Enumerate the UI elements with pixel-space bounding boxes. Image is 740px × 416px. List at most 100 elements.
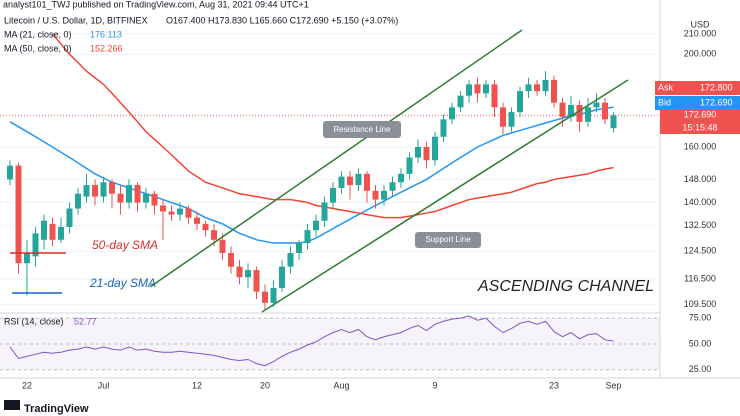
candle-body — [270, 287, 277, 303]
y-tick-label: 25.00 — [689, 364, 712, 374]
candle-body — [117, 193, 124, 203]
candle-body — [41, 220, 47, 240]
ohlc: O167.400 H173.830 L165.660 C172.690 +5.1… — [166, 15, 398, 25]
candle-body — [415, 147, 421, 158]
candle-body — [381, 190, 387, 200]
candle-body — [143, 193, 149, 203]
candle-body — [15, 165, 22, 264]
candle-body — [313, 220, 319, 231]
candle-body — [236, 266, 243, 278]
candle-body — [542, 79, 549, 92]
candle-body — [279, 266, 285, 288]
candle-body — [423, 147, 430, 161]
legend-name: RSI (14, close) — [4, 316, 64, 326]
candle-body — [100, 182, 107, 197]
candle-body — [610, 115, 617, 129]
candle-body — [457, 95, 464, 108]
price-badge — [660, 110, 740, 134]
annotation: Support Line — [425, 235, 471, 244]
y-tick-label: 75.00 — [689, 313, 712, 323]
legend-value: 52.77 — [74, 316, 97, 326]
candle-body — [500, 107, 506, 127]
ma-line — [9, 106, 614, 244]
candle-body — [49, 223, 56, 240]
bid-label: Bid — [658, 97, 671, 107]
annotation: Resistance Line — [334, 125, 391, 134]
candle-body — [287, 253, 294, 267]
candle-body — [406, 157, 413, 174]
candle-body — [219, 239, 226, 254]
candle-body — [24, 253, 30, 264]
support-box — [415, 232, 481, 248]
channel-upper — [149, 29, 523, 288]
y-tick-label: 148.000 — [684, 174, 717, 184]
candle-body — [602, 102, 608, 120]
candle-body — [551, 79, 557, 103]
candle-body — [534, 84, 540, 92]
ma-line — [51, 33, 614, 219]
candle-body — [253, 270, 260, 292]
resistance-box — [323, 121, 401, 138]
candle-body — [568, 105, 574, 117]
candle-body — [134, 185, 141, 203]
candle-body — [202, 223, 209, 231]
x-tick-label: Sep — [605, 380, 621, 390]
candle-body — [355, 173, 362, 186]
rsi-line — [9, 315, 614, 367]
candle-body — [296, 243, 302, 254]
candle-body — [398, 173, 404, 183]
footer: TradingView — [24, 403, 89, 415]
x-tick-label: Aug — [333, 380, 349, 390]
candle-body — [474, 84, 481, 94]
candle-body — [559, 102, 566, 117]
y-tick-label: 132.500 — [684, 220, 717, 230]
candle-body — [262, 291, 268, 303]
y-tick-label: 50.00 — [689, 338, 712, 348]
candle-body — [168, 211, 175, 215]
x-tick-label: Jul — [98, 380, 110, 390]
candle-body — [491, 84, 498, 108]
channel-lower — [261, 79, 629, 313]
candle-body — [160, 205, 166, 212]
legend-value: 176.113 — [90, 29, 122, 39]
last-price-label: 172.690 — [684, 110, 717, 120]
marks — [7, 33, 617, 367]
countdown: 15:15:48 — [682, 122, 717, 132]
candle-body — [338, 176, 345, 188]
author: analyst101_TWJ published on TradingView.… — [3, 0, 309, 9]
logo — [4, 400, 20, 410]
candle-body — [75, 193, 81, 209]
candle-body — [508, 112, 515, 127]
candle-body — [58, 227, 64, 240]
candle-body — [211, 230, 217, 240]
candle-body — [585, 107, 591, 122]
y-tick-label: 160.000 — [684, 141, 717, 151]
candle-body — [109, 182, 115, 194]
candle-body — [389, 182, 396, 191]
annotation: 50-day SMA — [92, 238, 158, 252]
x-tick-label: 20 — [260, 380, 270, 390]
y-tick-label: 124.500 — [684, 246, 717, 256]
ask: 172.800 — [700, 82, 733, 92]
y-tick-label: 200.000 — [684, 49, 717, 59]
y-tick-label: 109.500 — [684, 299, 717, 309]
candle-body — [321, 202, 328, 221]
annotation: 21-day SMA — [89, 276, 156, 290]
candle-body — [449, 107, 455, 120]
candle-body — [228, 253, 234, 267]
x-tick-label: 22 — [22, 380, 32, 390]
candle-body — [83, 185, 90, 197]
bid: 172.690 — [700, 97, 733, 107]
candle-body — [372, 190, 379, 200]
candle-body — [593, 102, 600, 108]
candle-body — [92, 185, 98, 197]
ask-badge — [655, 81, 740, 95]
candle-body — [126, 185, 132, 203]
candle-body — [245, 270, 251, 278]
candle-body — [330, 187, 336, 203]
candle-body — [517, 91, 523, 113]
candle-body — [304, 230, 311, 244]
candle-body — [525, 84, 532, 92]
annotation: ASCENDING CHANNEL — [477, 278, 654, 295]
